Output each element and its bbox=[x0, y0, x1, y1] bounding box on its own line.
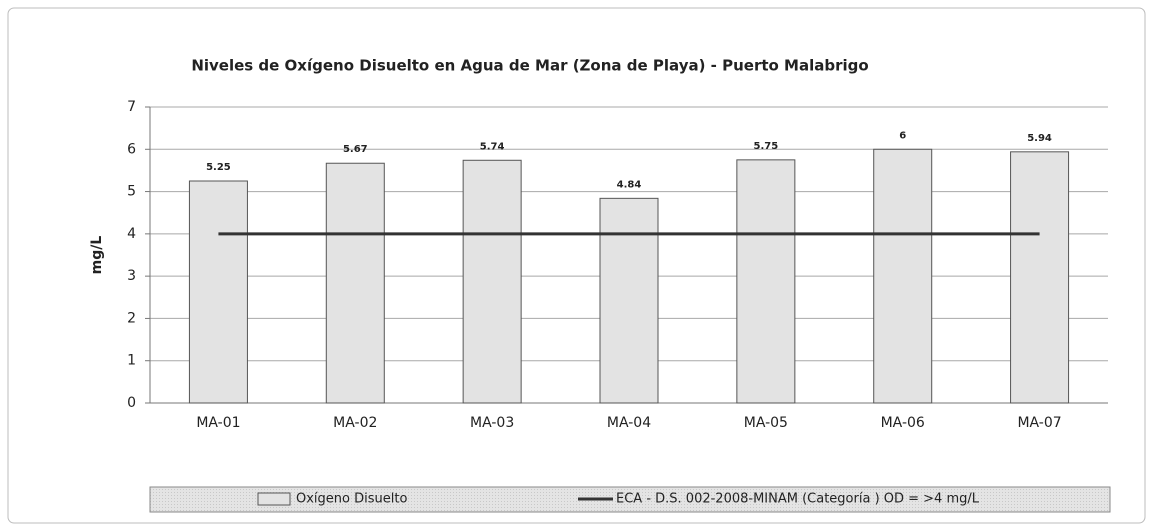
value-label: 5.74 bbox=[480, 141, 505, 152]
value-label: 5.94 bbox=[1027, 133, 1052, 144]
y-tick-label: 7 bbox=[127, 99, 136, 115]
chart-frame bbox=[7, 7, 1146, 524]
y-tick-label: 4 bbox=[127, 226, 136, 242]
x-tick-label: MA-01 bbox=[196, 415, 240, 431]
value-label: 6 bbox=[899, 130, 906, 141]
bar bbox=[188, 180, 248, 404]
y-tick-label: 1 bbox=[127, 353, 136, 369]
x-tick-label: MA-05 bbox=[744, 415, 788, 431]
value-label: 5.75 bbox=[754, 141, 779, 152]
x-tick-label: MA-06 bbox=[881, 415, 925, 431]
y-tick-label: 3 bbox=[127, 268, 136, 284]
bar bbox=[599, 197, 659, 404]
x-tick-label: MA-03 bbox=[470, 415, 514, 431]
legend-label: ECA - D.S. 002-2008-MINAM (Categoría ) O… bbox=[616, 492, 980, 507]
legend-label: Oxígeno Disuelto bbox=[296, 492, 407, 507]
bar bbox=[1010, 151, 1070, 404]
y-tick-label: 0 bbox=[127, 395, 136, 411]
x-tick-label: MA-07 bbox=[1017, 415, 1061, 431]
legend bbox=[149, 486, 1111, 513]
x-tick-label: MA-02 bbox=[333, 415, 377, 431]
bar bbox=[325, 162, 385, 404]
y-tick-label: 5 bbox=[127, 184, 136, 200]
value-label: 4.84 bbox=[617, 179, 642, 190]
x-tick-label: MA-04 bbox=[607, 415, 651, 431]
value-label: 5.67 bbox=[343, 144, 368, 155]
chart-title: Niveles de Oxígeno Disuelto en Agua de M… bbox=[191, 57, 868, 75]
bar bbox=[462, 159, 522, 404]
bar bbox=[736, 159, 796, 404]
y-axis-label: mg/L bbox=[89, 236, 105, 275]
legend-swatch bbox=[257, 492, 291, 506]
y-tick-label: 2 bbox=[127, 310, 136, 326]
bar bbox=[873, 148, 933, 404]
y-tick-label: 6 bbox=[127, 141, 136, 157]
value-label: 5.25 bbox=[206, 162, 231, 173]
